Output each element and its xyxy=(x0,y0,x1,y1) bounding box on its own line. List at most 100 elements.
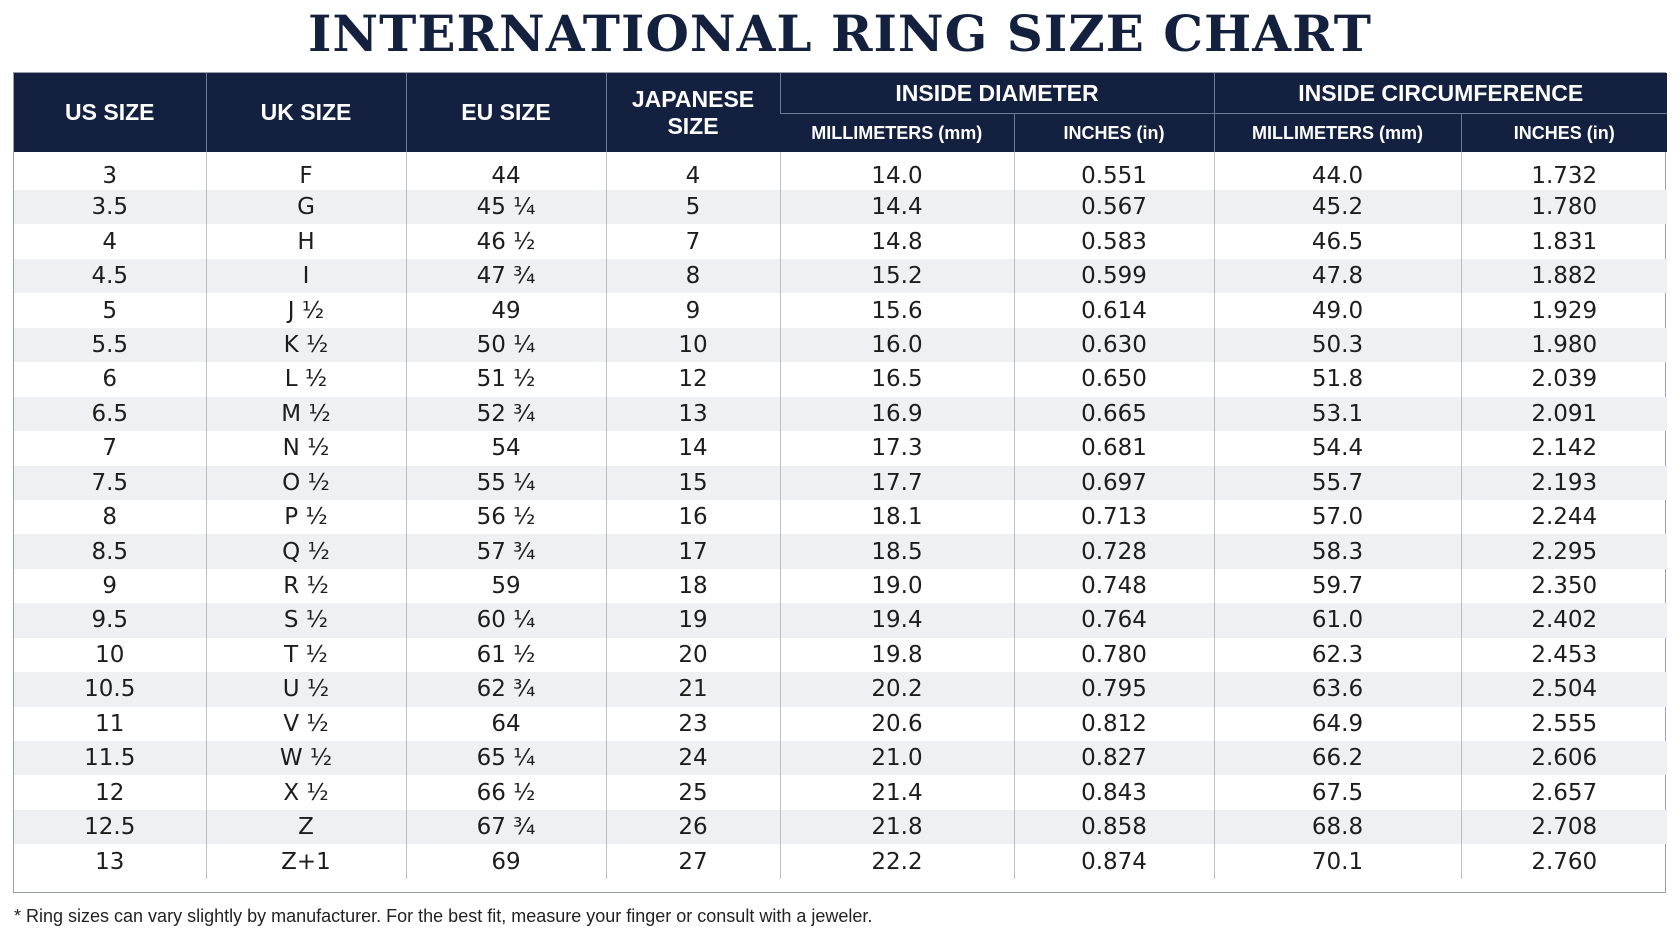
cell-japanese-size: 17 xyxy=(605,534,780,569)
table-row: 13 Z+1 69 27 22.2 0.874 70.1 2.760 xyxy=(14,844,1667,879)
cell-diameter-mm: 17.3 xyxy=(779,431,1014,466)
cell-circumference-in: 1.732 xyxy=(1460,152,1667,190)
cell-circumference-mm: 54.4 xyxy=(1213,431,1461,466)
cell-japanese-size: 4 xyxy=(605,152,780,190)
cell-us-size: 11 xyxy=(95,710,125,737)
cell-japanese-size: 14 xyxy=(605,431,780,466)
cell-circumference-mm: 45.2 xyxy=(1213,190,1461,225)
cell-diameter-in: 0.812 xyxy=(1013,706,1214,741)
cell-eu-size: 46 ½ xyxy=(405,224,606,259)
cell-circumference-mm: 53.1 xyxy=(1213,396,1461,432)
cell-us-size: 8 xyxy=(102,504,118,531)
cell-circumference-in: 2.453 xyxy=(1460,637,1667,673)
cell-circumference-in: 2.708 xyxy=(1460,809,1667,845)
cell-circumference-mm: 68.8 xyxy=(1213,809,1461,845)
cell-japanese-size: 10 xyxy=(605,327,780,363)
cell-eu-size: 56 ½ xyxy=(405,499,606,535)
cell-circumference-mm: 64.9 xyxy=(1213,706,1461,741)
cell-diameter-in: 0.630 xyxy=(1013,327,1214,363)
cell-diameter-mm: 16.9 xyxy=(779,396,1014,432)
header-diameter-in: INCHES (in) xyxy=(1013,113,1214,152)
cell-diameter-mm: 19.4 xyxy=(779,603,1014,638)
cell-diameter-mm: 21.8 xyxy=(779,809,1014,845)
cell-japanese-size: 19 xyxy=(605,603,780,638)
cell-circumference-in: 2.504 xyxy=(1460,672,1667,707)
cell-diameter-in: 0.780 xyxy=(1013,637,1214,673)
cell-diameter-in: 0.748 xyxy=(1013,568,1214,604)
cell-diameter-in: 0.697 xyxy=(1013,465,1214,500)
table-row: 5.5 K ½ 50 ¼ 10 16.0 0.630 50.3 1.980 xyxy=(14,327,1667,363)
cell-circumference-mm: 47.8 xyxy=(1213,258,1461,294)
cell-japanese-size: 7 xyxy=(605,224,780,259)
cell-uk-size: O ½ xyxy=(205,465,406,500)
cell-circumference-in: 2.244 xyxy=(1460,499,1667,535)
footnote: * Ring sizes can vary slightly by manufa… xyxy=(14,906,873,926)
cell-us-size: 4 xyxy=(102,228,118,255)
ring-size-table: US SIZE UK SIZE EU SIZE JAPANESE SIZE IN… xyxy=(14,73,1667,879)
cell-eu-size: 62 ¾ xyxy=(405,672,606,707)
cell-circumference-in: 2.295 xyxy=(1460,534,1667,569)
header-inside-diameter: INSIDE DIAMETER xyxy=(779,73,1214,114)
cell-uk-size: Z xyxy=(205,809,406,845)
header-us-size: US SIZE xyxy=(14,73,206,152)
cell-diameter-mm: 19.0 xyxy=(779,568,1014,604)
cell-circumference-in: 1.831 xyxy=(1460,224,1667,259)
header-circumference-in: INCHES (in) xyxy=(1460,113,1667,152)
cell-us-size: 12 xyxy=(95,779,125,806)
table-body: 3 F 44 4 14.0 0.551 44.0 1.732 3.5 G 45 ¼ 5 14.4 0.56… xyxy=(14,152,1667,879)
cell-japanese-size: 18 xyxy=(605,568,780,604)
cell-uk-size: M ½ xyxy=(205,396,406,432)
cell-us-size: 7 xyxy=(102,435,118,462)
cell-us-size: 4.5 xyxy=(14,258,206,294)
cell-eu-size: 44 xyxy=(405,152,606,190)
cell-circumference-in: 1.980 xyxy=(1460,327,1667,363)
cell-us-size: 10.5 xyxy=(14,672,206,707)
table-row: 12 X ½ 66 ½ 25 21.4 0.843 67.5 2.657 xyxy=(14,775,1667,810)
cell-diameter-mm: 18.1 xyxy=(779,499,1014,535)
cell-us-size: 10 xyxy=(95,641,125,668)
cell-us-size: 3 xyxy=(102,163,118,189)
cell-uk-size: I xyxy=(205,258,406,294)
cell-diameter-mm: 21.0 xyxy=(779,741,1014,776)
cell-circumference-in: 2.142 xyxy=(1460,431,1667,466)
cell-uk-size: R ½ xyxy=(205,568,406,604)
cell-eu-size: 47 ¾ xyxy=(405,258,606,294)
header-diameter-mm: MILLIMETERS (mm) xyxy=(780,113,1014,152)
cell-circumference-mm: 49.0 xyxy=(1213,293,1461,328)
cell-diameter-mm: 22.2 xyxy=(779,844,1014,879)
cell-diameter-mm: 17.7 xyxy=(779,465,1014,500)
cell-us-size: 8.5 xyxy=(14,534,206,569)
cell-eu-size: 65 ¼ xyxy=(405,741,606,776)
cell-eu-size: 60 ¼ xyxy=(405,603,606,638)
table-row: 3 F 44 4 14.0 0.551 44.0 1.732 xyxy=(14,152,1667,190)
cell-diameter-in: 0.567 xyxy=(1013,190,1214,225)
cell-uk-size: T ½ xyxy=(205,637,406,673)
cell-circumference-in: 2.193 xyxy=(1460,465,1667,500)
table-row: 4 H 46 ½ 7 14.8 0.583 46.5 1.831 xyxy=(14,224,1667,259)
header-japanese-line1: JAPANESE xyxy=(631,85,755,112)
table-row: 4.5 I 47 ¾ 8 15.2 0.599 47.8 1.882 xyxy=(14,258,1667,294)
cell-eu-size: 64 xyxy=(405,706,606,741)
cell-japanese-size: 24 xyxy=(605,741,780,776)
cell-uk-size: G xyxy=(205,190,406,225)
header-inside-circumference: INSIDE CIRCUMFERENCE xyxy=(1213,73,1667,114)
table-row: 8.5 Q ½ 57 ¾ 17 18.5 0.728 58.3 2.295 xyxy=(14,534,1667,569)
cell-diameter-in: 0.681 xyxy=(1013,431,1214,466)
cell-us-size: 9.5 xyxy=(14,603,206,638)
cell-japanese-size: 15 xyxy=(605,465,780,500)
cell-us-size: 5 xyxy=(102,297,118,324)
cell-diameter-in: 0.827 xyxy=(1013,741,1214,776)
cell-circumference-in: 2.760 xyxy=(1460,844,1667,879)
cell-diameter-mm: 14.4 xyxy=(779,190,1014,225)
cell-circumference-in: 1.882 xyxy=(1460,258,1667,294)
cell-uk-size: N ½ xyxy=(205,431,406,466)
table-row: 6 L ½ 51 ½ 12 16.5 0.650 51.8 2.039 xyxy=(14,362,1667,397)
cell-diameter-in: 0.795 xyxy=(1013,672,1214,707)
cell-japanese-size: 25 xyxy=(605,775,780,810)
cell-uk-size: P ½ xyxy=(205,499,406,535)
cell-circumference-mm: 50.3 xyxy=(1213,327,1461,363)
cell-japanese-size: 5 xyxy=(605,190,780,225)
header-circumference-mm: MILLIMETERS (mm) xyxy=(1213,113,1461,152)
cell-eu-size: 59 xyxy=(405,568,606,604)
cell-us-size: 12.5 xyxy=(14,809,206,845)
